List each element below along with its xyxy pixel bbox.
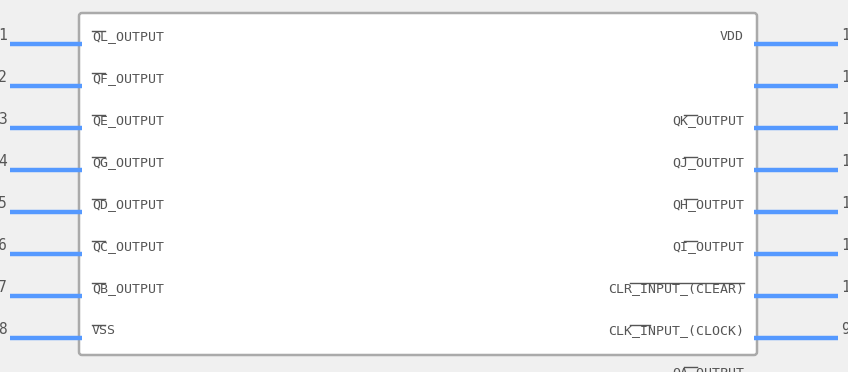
Text: 7: 7 [0,280,7,295]
Text: QI_OUTPUT: QI_OUTPUT [672,240,744,253]
FancyBboxPatch shape [79,13,757,355]
Text: 4: 4 [0,154,7,169]
Text: CLK_INPUT_(CLOCK): CLK_INPUT_(CLOCK) [608,324,744,337]
Text: VDD: VDD [720,30,744,43]
Text: QH_OUTPUT: QH_OUTPUT [672,198,744,211]
Text: QK_OUTPUT: QK_OUTPUT [672,114,744,127]
Text: QG_OUTPUT: QG_OUTPUT [92,156,164,169]
Text: 14: 14 [841,112,848,127]
Text: 9: 9 [841,322,848,337]
Text: 5: 5 [0,196,7,211]
Text: VSS: VSS [92,324,116,337]
Text: 11: 11 [841,238,848,253]
Text: 2: 2 [0,70,7,85]
Text: QL_OUTPUT: QL_OUTPUT [92,30,164,43]
Text: 16: 16 [841,28,848,43]
Text: 10: 10 [841,280,848,295]
Text: QB_OUTPUT: QB_OUTPUT [92,282,164,295]
Text: QD_OUTPUT: QD_OUTPUT [92,198,164,211]
Text: QE_OUTPUT: QE_OUTPUT [92,114,164,127]
Text: 3: 3 [0,112,7,127]
Text: QJ_OUTPUT: QJ_OUTPUT [672,156,744,169]
Text: QA_OUTPUT: QA_OUTPUT [672,366,744,372]
Text: 12: 12 [841,196,848,211]
Text: CLR_INPUT_(CLEAR): CLR_INPUT_(CLEAR) [608,282,744,295]
Text: QF_OUTPUT: QF_OUTPUT [92,72,164,85]
Text: 13: 13 [841,154,848,169]
Text: 15: 15 [841,70,848,85]
Text: QC_OUTPUT: QC_OUTPUT [92,240,164,253]
Text: 6: 6 [0,238,7,253]
Text: 1: 1 [0,28,7,43]
Text: 8: 8 [0,322,7,337]
